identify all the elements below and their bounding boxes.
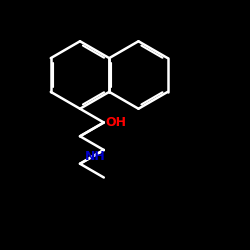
Text: NH: NH bbox=[85, 150, 105, 163]
Text: OH: OH bbox=[105, 116, 126, 129]
